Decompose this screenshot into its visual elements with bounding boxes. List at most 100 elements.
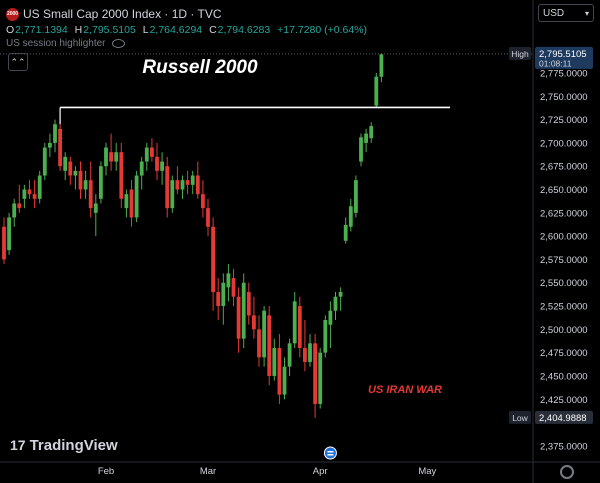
candle-body: [267, 315, 272, 376]
candle-body: [48, 142, 52, 148]
price-label-value: 2,795.5105: [539, 49, 587, 60]
candle-body: [160, 161, 164, 171]
candle-body: [231, 278, 236, 297]
tradingview-wordmark: TradingView: [29, 437, 118, 454]
candle-body: [68, 161, 73, 176]
y-tick-label: 2,675.0000: [540, 162, 588, 173]
open-key: O: [6, 24, 15, 36]
eye-icon[interactable]: [111, 38, 125, 48]
candle-body: [22, 189, 27, 199]
candle-body: [369, 126, 374, 139]
candle-body: [195, 175, 200, 195]
chevron-down-icon: ▾: [584, 9, 589, 18]
candle-body: [252, 315, 256, 330]
session-highlighter-label: US session highlighter: [6, 38, 106, 49]
candle-body: [124, 194, 129, 209]
price-label-value: 2,404.9888: [539, 413, 587, 424]
candle-body: [348, 206, 353, 227]
x-tick-label: Apr: [313, 466, 328, 477]
currency-selector[interactable]: USD ▾: [538, 4, 594, 22]
tradingview-mark-icon: 17: [10, 437, 26, 453]
candle-body: [134, 175, 139, 218]
candle-body: [221, 282, 226, 307]
candle-body: [185, 180, 190, 185]
candle-body: [150, 147, 154, 157]
candle-body: [83, 180, 88, 190]
candle-body: [287, 343, 292, 367]
y-tick-label: 2,750.0000: [540, 92, 588, 103]
candle-body: [241, 282, 246, 339]
candle-body: [119, 152, 124, 199]
candle-body: [318, 352, 323, 404]
x-tick-label: Mar: [200, 466, 216, 477]
low-key: L: [142, 24, 149, 36]
candle-body: [216, 292, 221, 307]
y-tick-label: 2,625.0000: [540, 208, 588, 219]
price-tag-bg: [509, 410, 531, 424]
open-value: 2,771.1394: [15, 24, 68, 36]
currency-label: USD: [543, 8, 565, 19]
y-tick-label: 2,425.0000: [540, 395, 588, 406]
candle-body: [180, 180, 185, 190]
candle-body: [236, 296, 241, 339]
price-label-countdown: 01:08:11: [539, 58, 572, 68]
candle-body: [88, 180, 93, 209]
price-tag-label: High: [511, 49, 529, 59]
y-tick-label: 2,700.0000: [540, 138, 588, 149]
candle-body: [12, 203, 17, 218]
candle-body: [282, 366, 287, 395]
change-value: +17.7280 (+0.64%): [277, 24, 368, 36]
candle-body: [144, 147, 149, 162]
candle-body: [292, 301, 297, 344]
price-tag-bg: [509, 46, 531, 60]
candle-body: [58, 128, 62, 167]
candle-body: [277, 347, 282, 395]
candle-body: [262, 310, 266, 358]
gear-icon[interactable]: [560, 465, 574, 479]
candle-body: [93, 203, 98, 213]
candle-body: [246, 292, 251, 316]
candle-body: [257, 329, 261, 358]
event-marker-icon[interactable]: [323, 446, 337, 460]
candle-body: [42, 147, 47, 176]
close-value: 2,794.6283: [217, 24, 271, 36]
candle-body: [165, 166, 170, 209]
event-marker-glyph: [327, 451, 334, 453]
candle-body: [297, 306, 302, 348]
y-tick-label: 2,475.0000: [540, 348, 588, 359]
y-tick-label: 2,450.0000: [540, 371, 588, 382]
candle-body: [99, 166, 103, 199]
high-key: H: [74, 24, 83, 36]
candle-body: [27, 189, 32, 195]
price-tag-label: Low: [512, 413, 528, 423]
x-tick-label: Feb: [98, 466, 114, 477]
annotation-note[interactable]: US IRAN WAR: [368, 384, 442, 396]
candle-body: [374, 76, 379, 106]
close-key: C: [209, 24, 217, 36]
candle-body: [73, 170, 78, 176]
candle-body: [226, 273, 231, 288]
chart-header: 2000 US Small Cap 2000 Index · 1D · TVC: [6, 7, 222, 22]
candle-body: [37, 175, 42, 199]
candle-body: [206, 208, 210, 227]
high-value: 2,795.5105: [83, 24, 136, 36]
annotation-title[interactable]: Russell 2000: [142, 57, 258, 78]
symbol-logo-icon: 2000: [6, 8, 19, 22]
candle-body: [129, 189, 134, 218]
session-highlighter-indicator[interactable]: US session highlighter: [6, 38, 125, 49]
candle-body: [63, 156, 68, 171]
candle-body: [308, 343, 312, 362]
event-marker-glyph: [327, 454, 334, 456]
y-tick-label: 2,600.0000: [540, 232, 588, 243]
price-label-bg: [535, 410, 593, 424]
y-tick-label: 2,525.0000: [540, 302, 588, 313]
candle-body: [155, 156, 159, 171]
candle-body: [114, 152, 119, 162]
symbol-title[interactable]: US Small Cap 2000 Index · 1D · TVC: [23, 7, 222, 21]
y-tick-label: 2,500.0000: [540, 325, 588, 336]
candle-body: [354, 180, 358, 213]
candle-body: [78, 170, 83, 190]
collapse-legend-button[interactable]: ⌃⌃: [8, 53, 28, 71]
y-tick-label: 2,725.0000: [540, 115, 588, 126]
